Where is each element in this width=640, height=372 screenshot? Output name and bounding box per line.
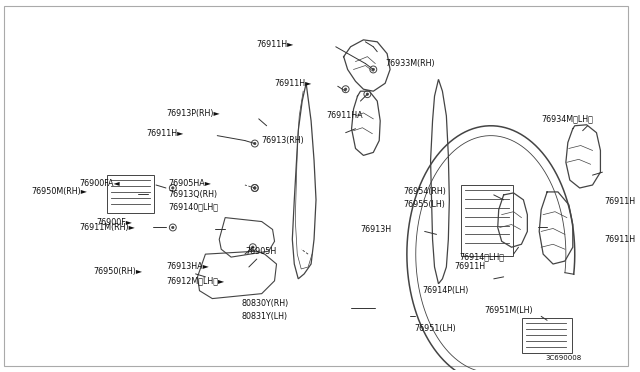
Circle shape: [253, 187, 256, 189]
Text: 76911HA: 76911HA: [326, 111, 362, 121]
Text: 80830Y(RH): 80830Y(RH): [242, 299, 289, 308]
Text: 76912M〈LH〉►: 76912M〈LH〉►: [166, 276, 224, 285]
Text: 80831Y(LH): 80831Y(LH): [242, 312, 288, 321]
Text: 76911M(RH)►: 76911M(RH)►: [79, 223, 135, 232]
Text: 76913P(RH)►: 76913P(RH)►: [166, 109, 220, 118]
Circle shape: [253, 142, 256, 145]
Text: 76954(RH): 76954(RH): [403, 187, 446, 196]
Text: 76911H►: 76911H►: [146, 129, 184, 138]
Text: 76911H: 76911H: [604, 197, 636, 206]
Text: 76911H: 76911H: [454, 263, 485, 272]
Text: 76951(LH): 76951(LH): [415, 324, 456, 333]
Text: 76900FA◄: 76900FA◄: [79, 179, 120, 187]
Text: 76951M(LH): 76951M(LH): [484, 306, 532, 315]
Text: 76913HA►: 76913HA►: [166, 263, 209, 272]
Text: 76911H: 76911H: [604, 235, 636, 244]
Bar: [107, 175, 154, 213]
Text: 76950(RH)►: 76950(RH)►: [94, 267, 143, 276]
Text: 76913(RH): 76913(RH): [262, 136, 305, 145]
Text: 76911H►: 76911H►: [275, 79, 312, 88]
Text: 76913H: 76913H: [360, 225, 392, 234]
Circle shape: [366, 93, 369, 95]
Circle shape: [172, 226, 174, 229]
Bar: [461, 185, 513, 256]
Text: 76900F►: 76900F►: [97, 218, 132, 227]
Text: 76905HA►: 76905HA►: [168, 179, 211, 187]
Text: 769140〈LH〉: 769140〈LH〉: [168, 202, 218, 211]
Text: 76934M〈LH〉: 76934M〈LH〉: [541, 114, 593, 124]
Text: 76905H: 76905H: [245, 247, 276, 256]
Text: 76950M(RH)►: 76950M(RH)►: [31, 187, 88, 196]
Text: 76914P(LH): 76914P(LH): [422, 286, 469, 295]
Circle shape: [372, 68, 374, 71]
Text: 76933M(RH): 76933M(RH): [385, 59, 435, 68]
Circle shape: [172, 187, 174, 189]
Bar: [522, 318, 572, 353]
Text: 3C690008: 3C690008: [545, 355, 581, 361]
Circle shape: [252, 246, 254, 248]
Text: 76913Q(RH): 76913Q(RH): [168, 190, 217, 199]
Text: 76914〈LH〉: 76914〈LH〉: [460, 253, 504, 262]
Circle shape: [344, 88, 347, 90]
Circle shape: [253, 187, 256, 189]
Text: 76911H►: 76911H►: [257, 40, 294, 49]
Text: 76955(LH): 76955(LH): [403, 200, 445, 209]
